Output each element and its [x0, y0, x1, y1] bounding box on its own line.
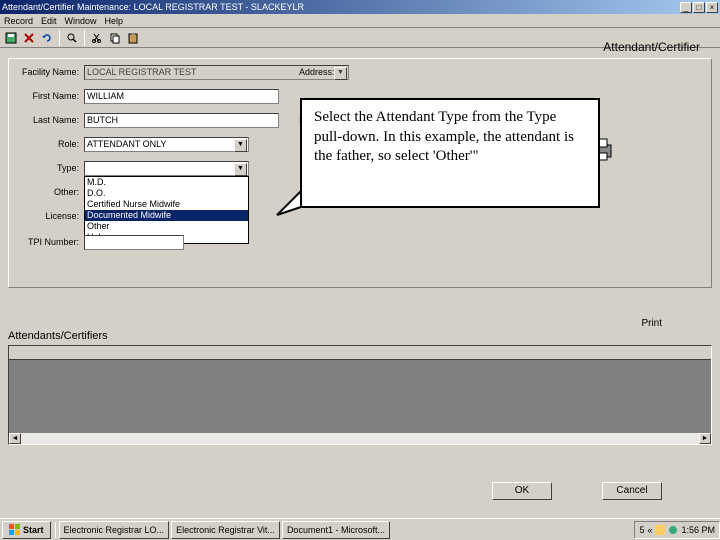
grid-panel: Attendants/Certifiers ◄ ►: [8, 330, 712, 460]
taskbar-separator: [55, 522, 56, 538]
toolbar-separator: [59, 30, 60, 46]
menu-record[interactable]: Record: [4, 16, 33, 26]
tpi-input[interactable]: [84, 235, 184, 250]
instruction-callout: Select the Attendant Type from the Type …: [300, 98, 600, 208]
system-tray[interactable]: 5 « 1:56 PM: [634, 521, 720, 539]
callout-text: Select the Attendant Type from the Type …: [314, 109, 574, 164]
menu-edit[interactable]: Edit: [41, 16, 57, 26]
tray-sep: «: [647, 525, 652, 535]
data-grid[interactable]: ◄ ►: [8, 345, 712, 445]
label-other: Other:: [9, 187, 79, 197]
type-option[interactable]: D.O.: [85, 188, 248, 199]
clock: 1:56 PM: [681, 525, 715, 535]
menubar: Record Edit Window Help: [0, 14, 720, 28]
scrollbar-horizontal[interactable]: ◄ ►: [9, 432, 711, 444]
save-icon[interactable]: [3, 30, 19, 46]
type-dropdown[interactable]: ▼: [84, 161, 249, 176]
menu-window[interactable]: Window: [65, 16, 97, 26]
type-option[interactable]: Other: [85, 221, 248, 232]
paste-icon[interactable]: [125, 30, 141, 46]
search-icon[interactable]: [64, 30, 80, 46]
first-name-input[interactable]: WILLIAM: [84, 89, 279, 104]
label-facility: Facility Name:: [9, 67, 79, 77]
facility-value: LOCAL REGISTRAR TEST: [87, 67, 197, 77]
taskbar-item[interactable]: Document1 - Microsoft...: [282, 521, 390, 539]
scroll-right-icon[interactable]: ►: [699, 433, 711, 444]
label-role: Role:: [9, 139, 79, 149]
grid-header: [9, 346, 711, 360]
window-titlebar: Attendant/Certifier Maintenance: LOCAL R…: [0, 0, 720, 14]
grid-title: Attendants/Certifiers: [8, 330, 712, 342]
cut-icon[interactable]: [89, 30, 105, 46]
print-link[interactable]: Print: [641, 318, 662, 329]
menu-help[interactable]: Help: [105, 16, 124, 26]
page-number: 5: [639, 525, 644, 535]
role-dropdown[interactable]: ATTENDANT ONLY ▼: [84, 137, 249, 152]
label-type: Type:: [9, 163, 79, 173]
label-address: Address:: [299, 67, 354, 77]
last-name-input[interactable]: BUTCH: [84, 113, 279, 128]
type-listbox[interactable]: M.D.D.O.Certified Nurse MidwifeDocumente…: [84, 176, 249, 244]
chevron-down-icon[interactable]: ▼: [234, 163, 247, 176]
start-label: Start: [23, 525, 44, 535]
start-button[interactable]: Start: [2, 521, 51, 539]
close-button[interactable]: ×: [706, 2, 718, 13]
type-option[interactable]: Certified Nurse Midwife: [85, 199, 248, 210]
undo-icon[interactable]: [39, 30, 55, 46]
toolbar-separator: [84, 30, 85, 46]
scroll-left-icon[interactable]: ◄: [9, 433, 21, 444]
taskbar-item[interactable]: Electronic Registrar LO...: [59, 521, 170, 539]
label-first: First Name:: [9, 91, 79, 101]
button-row: OK Cancel: [0, 482, 712, 500]
label-last: Last Name:: [9, 115, 79, 125]
tray-icon: [668, 525, 678, 535]
window-title: Attendant/Certifier Maintenance: LOCAL R…: [2, 2, 680, 12]
section-title: Attendant/Certifier: [603, 40, 700, 54]
copy-icon[interactable]: [107, 30, 123, 46]
window-buttons: _ □ ×: [680, 2, 718, 13]
windows-icon: [9, 524, 21, 536]
type-option[interactable]: M.D.: [85, 177, 248, 188]
maximize-button[interactable]: □: [693, 2, 705, 13]
chevron-down-icon[interactable]: ▼: [234, 139, 247, 152]
taskbar: Start Electronic Registrar LO... Electro…: [0, 518, 720, 540]
label-tpi: TPI Number:: [9, 237, 79, 247]
minimize-button[interactable]: _: [680, 2, 692, 13]
ok-button[interactable]: OK: [492, 482, 552, 500]
delete-icon[interactable]: [21, 30, 37, 46]
tray-icon: [655, 525, 665, 535]
cancel-button[interactable]: Cancel: [602, 482, 662, 500]
label-license: License:: [9, 211, 79, 221]
scroll-track[interactable]: [21, 433, 699, 444]
taskbar-item[interactable]: Electronic Registrar Vit...: [171, 521, 280, 539]
type-option[interactable]: Documented Midwife: [85, 210, 248, 221]
role-value: ATTENDANT ONLY: [87, 139, 167, 149]
